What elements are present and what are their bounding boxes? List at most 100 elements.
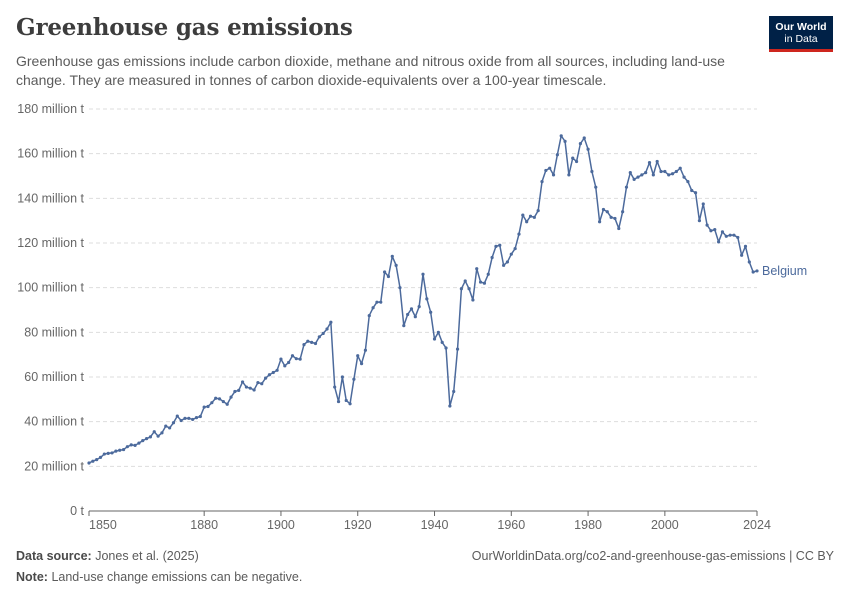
data-point[interactable] bbox=[609, 215, 613, 219]
data-point[interactable] bbox=[536, 209, 540, 213]
data-point[interactable] bbox=[102, 452, 106, 456]
data-point[interactable] bbox=[198, 414, 202, 419]
data-point[interactable] bbox=[229, 395, 233, 399]
data-point[interactable] bbox=[118, 448, 122, 452]
data-point[interactable] bbox=[463, 279, 467, 283]
data-point[interactable] bbox=[171, 421, 176, 425]
data-point[interactable] bbox=[375, 300, 379, 304]
data-point[interactable] bbox=[478, 280, 483, 284]
data-source-link[interactable]: Jones et al. (2025) bbox=[95, 549, 199, 563]
data-point[interactable] bbox=[651, 173, 655, 177]
data-point[interactable] bbox=[551, 173, 556, 177]
data-point[interactable] bbox=[667, 173, 671, 177]
data-point[interactable] bbox=[244, 385, 249, 389]
data-point[interactable] bbox=[98, 455, 103, 459]
data-point[interactable] bbox=[413, 315, 417, 319]
data-point[interactable] bbox=[559, 134, 563, 138]
data-point[interactable] bbox=[390, 254, 394, 258]
data-point[interactable] bbox=[329, 320, 333, 324]
data-point[interactable] bbox=[528, 214, 533, 218]
data-point[interactable] bbox=[659, 169, 663, 174]
data-point[interactable] bbox=[571, 156, 575, 160]
data-point[interactable] bbox=[237, 388, 241, 392]
data-point[interactable] bbox=[670, 172, 675, 176]
owid-logo[interactable]: Our World in Data bbox=[769, 16, 833, 52]
data-point[interactable] bbox=[640, 173, 644, 177]
data-point[interactable] bbox=[121, 447, 126, 452]
data-point[interactable] bbox=[306, 339, 310, 343]
data-point[interactable] bbox=[674, 169, 678, 174]
data-point[interactable] bbox=[743, 244, 748, 248]
data-point[interactable] bbox=[110, 451, 114, 455]
data-point[interactable] bbox=[624, 185, 629, 189]
data-point[interactable] bbox=[444, 346, 448, 350]
data-point[interactable] bbox=[91, 459, 95, 463]
data-point[interactable] bbox=[509, 252, 513, 256]
data-point[interactable] bbox=[260, 382, 264, 386]
data-point[interactable] bbox=[87, 461, 91, 465]
data-point[interactable] bbox=[356, 354, 360, 358]
data-point[interactable] bbox=[532, 215, 536, 219]
data-point[interactable] bbox=[747, 260, 751, 264]
data-point[interactable] bbox=[663, 169, 667, 174]
data-point[interactable] bbox=[544, 168, 548, 173]
data-point[interactable] bbox=[567, 173, 571, 177]
data-point[interactable] bbox=[636, 175, 640, 179]
data-point[interactable] bbox=[383, 270, 387, 274]
data-point[interactable] bbox=[333, 385, 337, 389]
data-point[interactable] bbox=[175, 414, 179, 418]
data-point[interactable] bbox=[713, 228, 717, 232]
data-point[interactable] bbox=[425, 297, 429, 301]
data-point[interactable] bbox=[394, 263, 398, 267]
data-point[interactable] bbox=[214, 396, 218, 400]
data-point[interactable] bbox=[148, 435, 153, 439]
data-point[interactable] bbox=[210, 401, 214, 405]
data-point[interactable] bbox=[294, 357, 298, 361]
data-point[interactable] bbox=[275, 368, 279, 372]
data-point[interactable] bbox=[310, 340, 314, 344]
data-point[interactable] bbox=[290, 354, 295, 358]
data-point[interactable] bbox=[690, 188, 694, 193]
data-point[interactable] bbox=[697, 219, 702, 223]
data-point[interactable] bbox=[359, 362, 364, 366]
data-point[interactable] bbox=[705, 223, 709, 227]
data-point[interactable] bbox=[736, 235, 740, 240]
data-point[interactable] bbox=[256, 380, 260, 385]
data-point[interactable] bbox=[720, 230, 725, 234]
data-point[interactable] bbox=[206, 404, 210, 409]
data-point[interactable] bbox=[371, 306, 375, 310]
data-point[interactable] bbox=[701, 202, 705, 206]
data-point[interactable] bbox=[586, 147, 590, 151]
data-point[interactable] bbox=[432, 337, 437, 341]
data-point[interactable] bbox=[582, 136, 586, 140]
data-point[interactable] bbox=[183, 416, 187, 420]
data-point[interactable] bbox=[724, 234, 728, 238]
data-point[interactable] bbox=[517, 232, 521, 236]
data-point[interactable] bbox=[325, 327, 329, 331]
data-point[interactable] bbox=[755, 269, 759, 273]
data-point[interactable] bbox=[302, 343, 306, 347]
data-point[interactable] bbox=[348, 402, 352, 406]
chart-url[interactable]: OurWorldinData.org/co2-and-greenhouse-ga… bbox=[471, 549, 834, 563]
data-point[interactable] bbox=[279, 357, 283, 361]
data-point[interactable] bbox=[225, 402, 229, 406]
data-point[interactable] bbox=[263, 376, 268, 380]
data-point[interactable] bbox=[283, 364, 287, 368]
data-point[interactable] bbox=[164, 424, 168, 428]
data-point[interactable] bbox=[490, 255, 494, 260]
data-point[interactable] bbox=[617, 226, 621, 231]
data-point[interactable] bbox=[471, 298, 475, 302]
data-point[interactable] bbox=[179, 418, 183, 423]
data-point[interactable] bbox=[363, 348, 368, 352]
data-point[interactable] bbox=[440, 340, 444, 344]
data-point[interactable] bbox=[548, 166, 552, 170]
data-point[interactable] bbox=[144, 437, 149, 441]
data-point[interactable] bbox=[336, 399, 341, 404]
data-point[interactable] bbox=[202, 405, 206, 409]
data-point[interactable] bbox=[152, 430, 156, 434]
data-point[interactable] bbox=[125, 445, 129, 449]
data-point[interactable] bbox=[267, 373, 272, 377]
data-point[interactable] bbox=[594, 185, 598, 189]
data-point[interactable] bbox=[482, 281, 487, 285]
data-point[interactable] bbox=[187, 416, 191, 420]
